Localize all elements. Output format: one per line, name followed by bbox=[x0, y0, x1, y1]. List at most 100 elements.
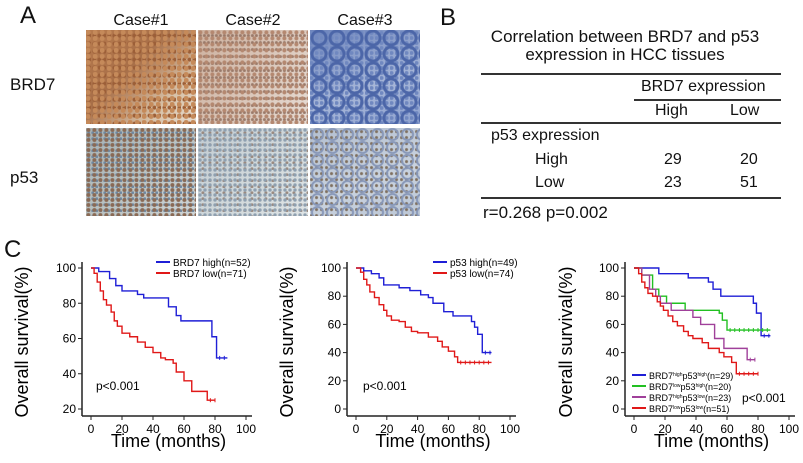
column-label-case2: Case#2 bbox=[225, 12, 281, 29]
row-label-p53: p53 bbox=[10, 168, 39, 187]
legend-text: (n=29) bbox=[707, 371, 733, 381]
y-tick-label: 20 bbox=[606, 374, 620, 388]
legend-superscript: low bbox=[673, 405, 681, 411]
x-tick-label: 40 bbox=[146, 422, 160, 436]
row-label-brd7: BRD7 bbox=[10, 75, 56, 94]
col-group-rule bbox=[634, 99, 781, 101]
y-tick-label: 0 bbox=[612, 402, 619, 416]
col-header-high: High bbox=[655, 102, 688, 119]
row-label-low: Low bbox=[535, 174, 565, 191]
x-axis-label: Time (months) bbox=[654, 431, 769, 451]
legend-label: p53 high(n=49) bbox=[450, 258, 518, 269]
survival-curve bbox=[91, 267, 228, 359]
y-axis-label: Overall survival(%) bbox=[556, 266, 576, 417]
column-label-case3: Case#3 bbox=[337, 12, 393, 29]
x-tick-label: 40 bbox=[411, 422, 425, 436]
y-tick-label: 40 bbox=[606, 346, 620, 360]
ihc-image-p53-case2 bbox=[198, 128, 308, 216]
y-tick-label: 60 bbox=[606, 317, 620, 331]
y-tick-label: 80 bbox=[328, 289, 342, 303]
x-tick-label: 80 bbox=[751, 422, 765, 436]
col-header-low: Low bbox=[730, 102, 760, 119]
y-tick-label: 100 bbox=[599, 261, 619, 275]
survival-curve bbox=[634, 267, 771, 337]
legend-text: BRD7 bbox=[649, 382, 673, 392]
ihc-image-p53-case1 bbox=[86, 128, 196, 216]
x-tick-label: 100 bbox=[500, 422, 520, 436]
legend-label: BRD7 high(n=52) bbox=[173, 258, 251, 269]
legend-text: p53 bbox=[681, 404, 696, 414]
correlation-stat: r=0.268 p=0.002 bbox=[483, 203, 608, 222]
y-tick-label: 60 bbox=[328, 317, 342, 331]
table-title-line1: Correlation between BRD7 and p53 bbox=[490, 27, 760, 46]
legend-text: p53 bbox=[681, 382, 696, 392]
col-group-header: BRD7 expression bbox=[641, 78, 766, 95]
x-axis-label: Time (months) bbox=[375, 431, 490, 451]
p-value-annotation: p<0.001 bbox=[742, 391, 786, 405]
x-tick-label: 20 bbox=[658, 422, 672, 436]
x-tick-label: 0 bbox=[631, 422, 638, 436]
legend-label: BRD7highp53low(n=23) bbox=[649, 393, 731, 403]
legend-text: p53 bbox=[682, 393, 697, 403]
y-tick-label: 0 bbox=[334, 402, 341, 416]
survival-curve bbox=[634, 267, 771, 331]
x-tick-label: 100 bbox=[236, 422, 256, 436]
y-tick-label: 60 bbox=[63, 332, 77, 346]
legend-text: (n=51) bbox=[703, 404, 729, 414]
ihc-image-brd7-case2 bbox=[198, 30, 308, 124]
legend-superscript: high bbox=[673, 394, 683, 400]
survival-chart-2: 0 20 40 60 80 100 0 20 40 60 80 100 Time (months) Ove… bbox=[277, 258, 520, 451]
legend-label: BRD7 low(n=71) bbox=[173, 269, 247, 280]
legend-text: (n=23) bbox=[705, 393, 731, 403]
table-top-rule bbox=[481, 73, 781, 75]
cell-high-high: 29 bbox=[664, 151, 682, 168]
p-value-annotation: p<0.001 bbox=[96, 379, 140, 393]
y-tick-label: 80 bbox=[606, 289, 620, 303]
x-tick-label: 20 bbox=[380, 422, 394, 436]
x-tick-label: 60 bbox=[177, 422, 191, 436]
survival-curve bbox=[634, 267, 755, 361]
y-axis-label: Overall survival(%) bbox=[277, 266, 297, 417]
y-tick-label: 40 bbox=[63, 367, 77, 381]
cell-low-high: 23 bbox=[664, 174, 682, 191]
y-tick-label: 20 bbox=[328, 374, 342, 388]
ihc-image-brd7-case3 bbox=[310, 30, 420, 124]
legend-superscript: low bbox=[673, 383, 681, 389]
y-tick-label: 20 bbox=[63, 402, 77, 416]
y-tick-label: 40 bbox=[328, 346, 342, 360]
legend-label: BRD7lowp53low(n=51) bbox=[649, 404, 729, 414]
survival-curve bbox=[356, 267, 492, 354]
legend-superscript: high bbox=[698, 372, 708, 378]
x-tick-label: 0 bbox=[88, 422, 95, 436]
cell-low-low: 51 bbox=[740, 174, 758, 191]
row-label-high: High bbox=[535, 151, 568, 168]
ihc-image-p53-case3 bbox=[310, 128, 420, 216]
y-tick-label: 80 bbox=[63, 296, 77, 310]
legend-text: BRD7 bbox=[649, 371, 673, 381]
survival-curve bbox=[356, 267, 492, 364]
legend-text: p53 bbox=[682, 371, 697, 381]
x-tick-label: 20 bbox=[115, 422, 129, 436]
survival-curve bbox=[91, 267, 215, 401]
cell-high-low: 20 bbox=[740, 151, 758, 168]
x-tick-label: 100 bbox=[779, 422, 799, 436]
header-rule bbox=[481, 122, 781, 124]
y-tick-label: 100 bbox=[56, 261, 76, 275]
legend-label: BRD7highp53high(n=29) bbox=[649, 371, 733, 381]
table-title: Correlation between BRD7 and p53 express… bbox=[470, 28, 780, 64]
survival-chart-3: 0 20 40 60 80 100 0 20 40 60 80 100 Time (months) Ove… bbox=[556, 261, 799, 451]
ihc-image-brd7-case1 bbox=[86, 30, 196, 124]
legend-label: BRD7lowp53high(n=20) bbox=[649, 382, 731, 392]
survival-chart-1: 20 40 60 80 100 0 20 40 60 80 100 Time (months) Over… bbox=[12, 258, 256, 451]
legend-label: p53 low(n=74) bbox=[450, 269, 514, 280]
x-axis-label: Time (months) bbox=[111, 431, 226, 451]
legend-superscript: low bbox=[696, 405, 704, 411]
legend-superscript: high bbox=[696, 383, 706, 389]
y-axis-label: Overall survival(%) bbox=[12, 266, 32, 417]
x-tick-label: 60 bbox=[720, 422, 734, 436]
x-tick-label: 0 bbox=[353, 422, 360, 436]
legend-text: (n=20) bbox=[705, 382, 731, 392]
x-tick-label: 80 bbox=[208, 422, 222, 436]
x-tick-label: 40 bbox=[689, 422, 703, 436]
legend-superscript: low bbox=[698, 394, 706, 400]
